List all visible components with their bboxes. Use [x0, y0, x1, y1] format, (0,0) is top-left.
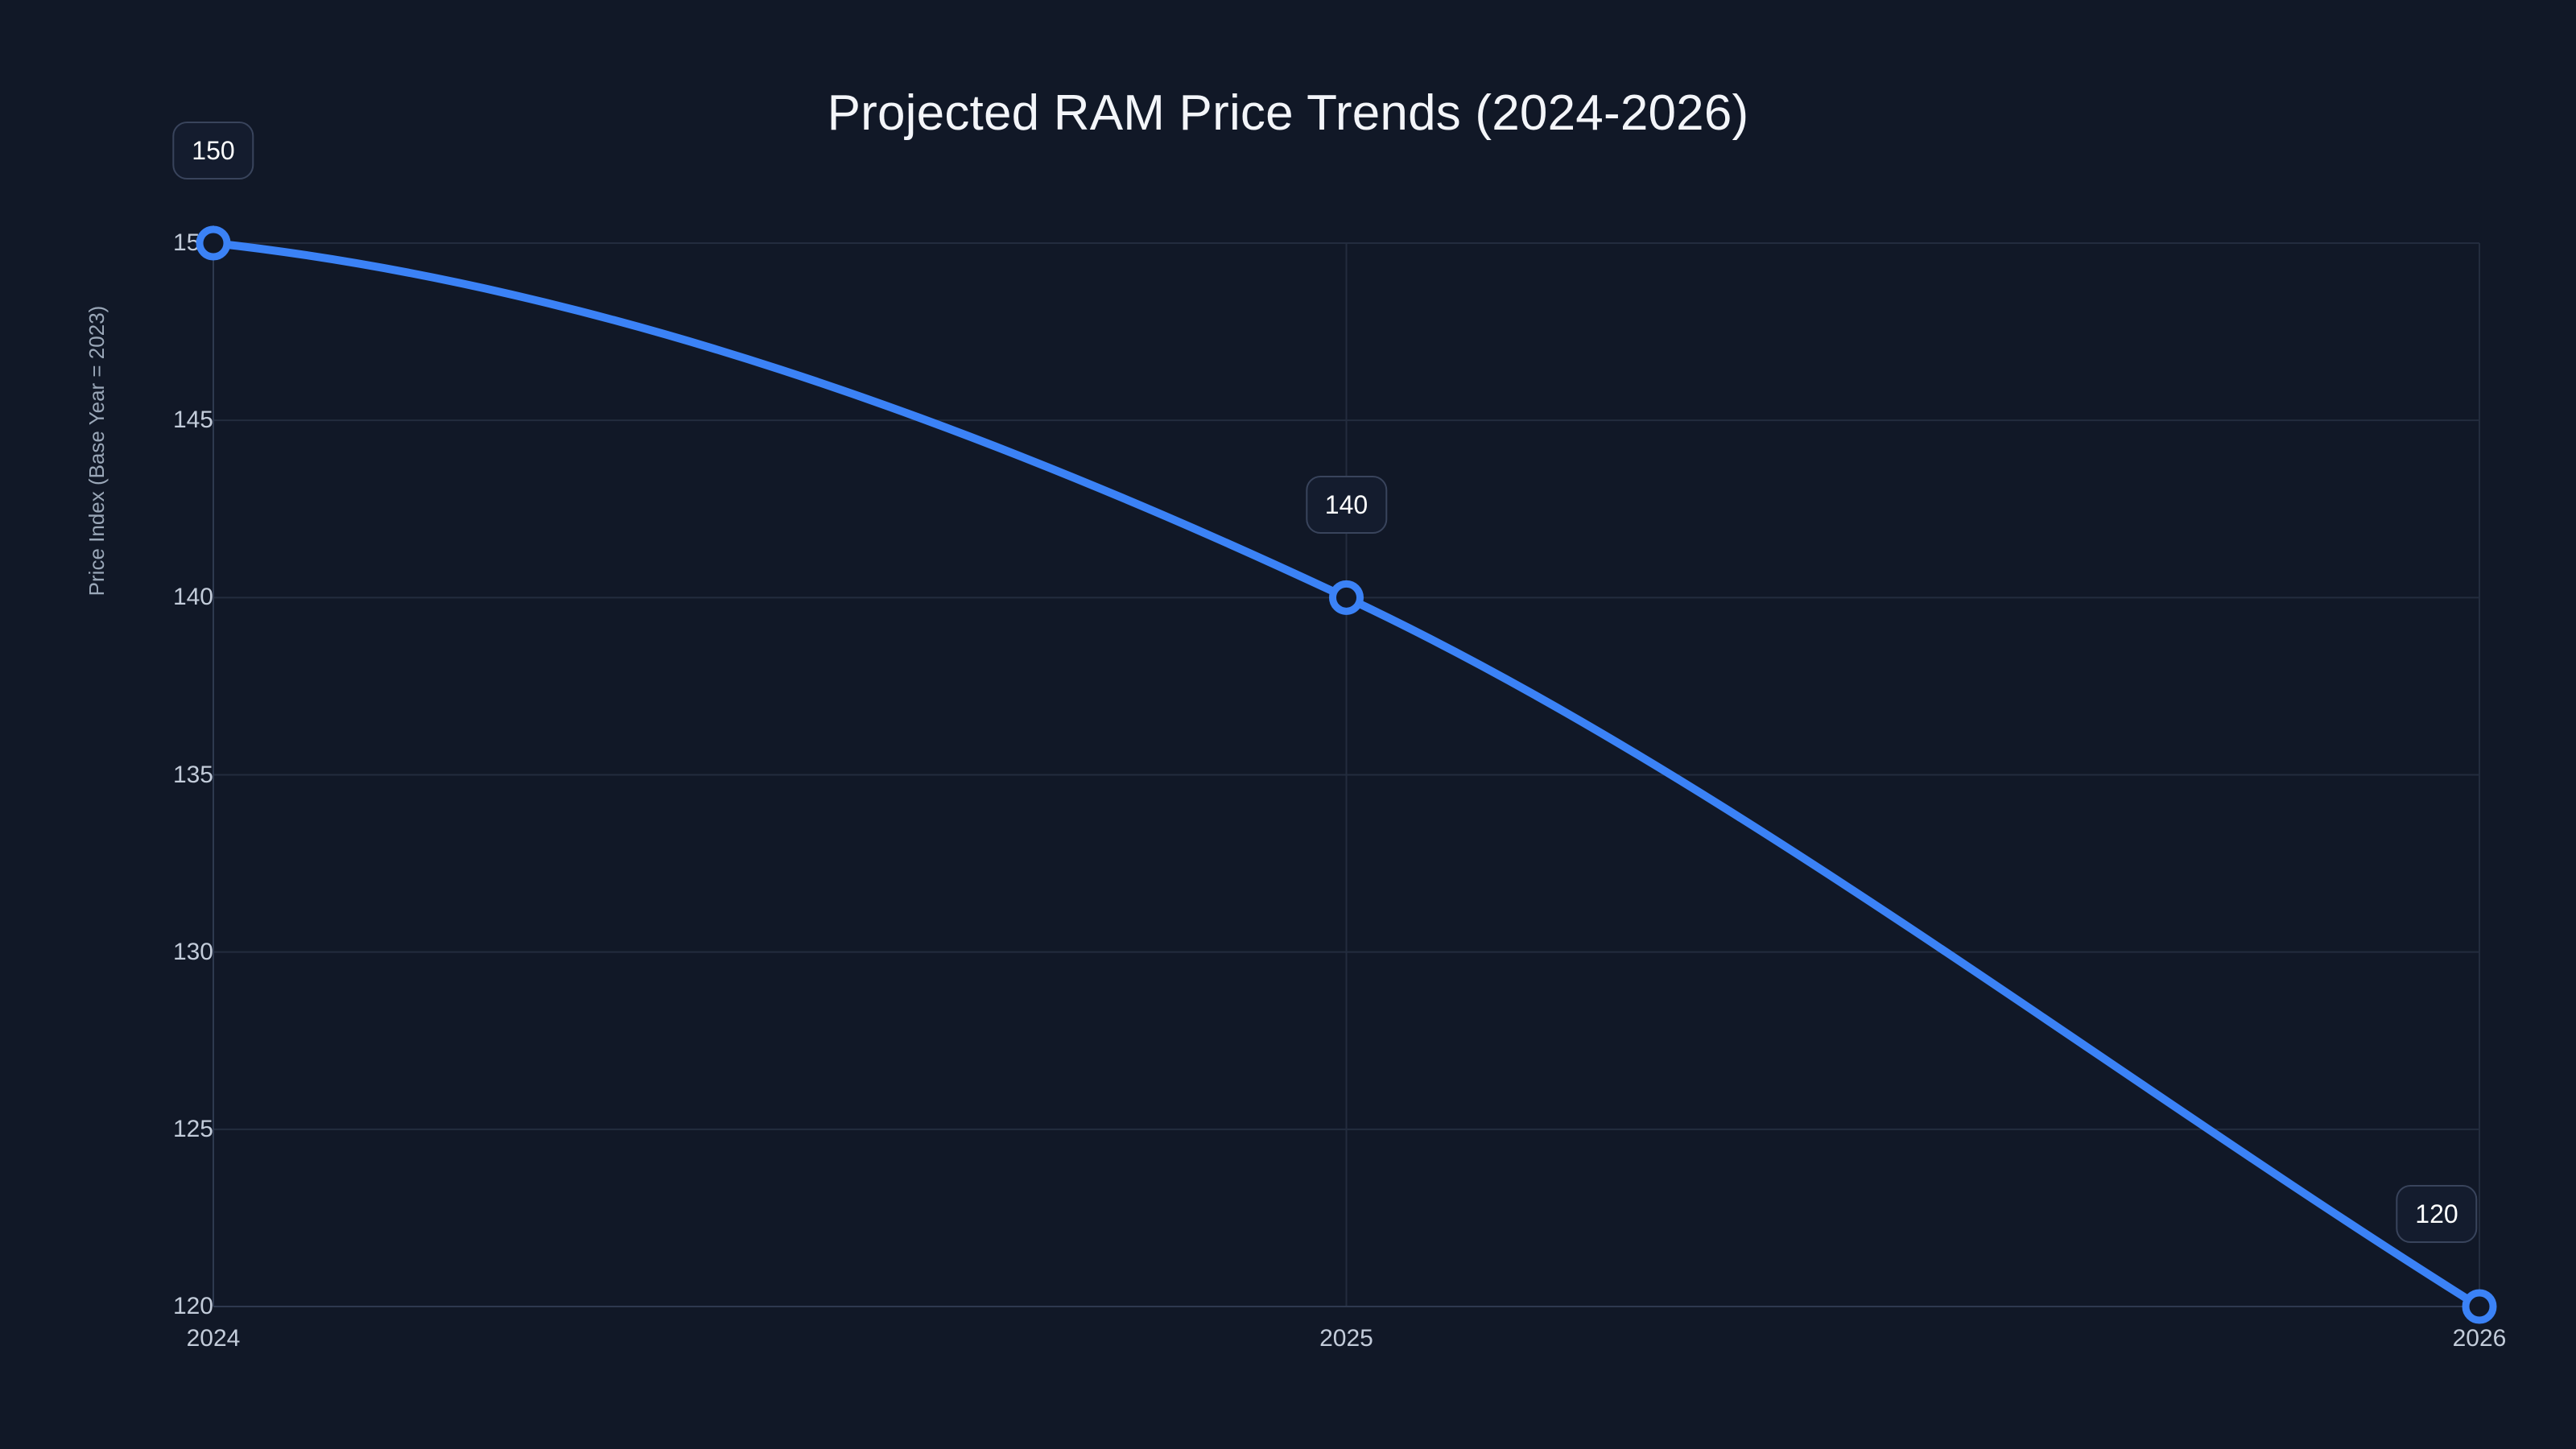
y-axis-tick-label: 145 [172, 407, 213, 434]
x-axis-tick-label: 2026 [2452, 1325, 2507, 1352]
x-axis-tick-label: 2025 [1319, 1325, 1373, 1352]
chart-title: Projected RAM Price Trends (2024-2026) [827, 85, 1749, 141]
y-axis-tick-label: 140 [172, 584, 213, 611]
axis-lines [213, 225, 2479, 1307]
x-axis-tick-label: 2024 [186, 1325, 241, 1352]
y-axis-tick-labels: 120 125 130 135 140 145 150 [89, 0, 213, 1449]
data-point-value-badge: 120 [2396, 1185, 2478, 1243]
y-axis-tick-label: 135 [172, 761, 213, 788]
y-axis-tick-label: 125 [172, 1115, 213, 1142]
y-axis-tick-label: 120 [172, 1293, 213, 1319]
data-point-markers [196, 225, 2497, 1324]
data-point-value-badge: 140 [1305, 476, 1388, 535]
y-axis-tick-label: 130 [172, 938, 213, 965]
data-point-value-badge: 150 [172, 122, 254, 180]
